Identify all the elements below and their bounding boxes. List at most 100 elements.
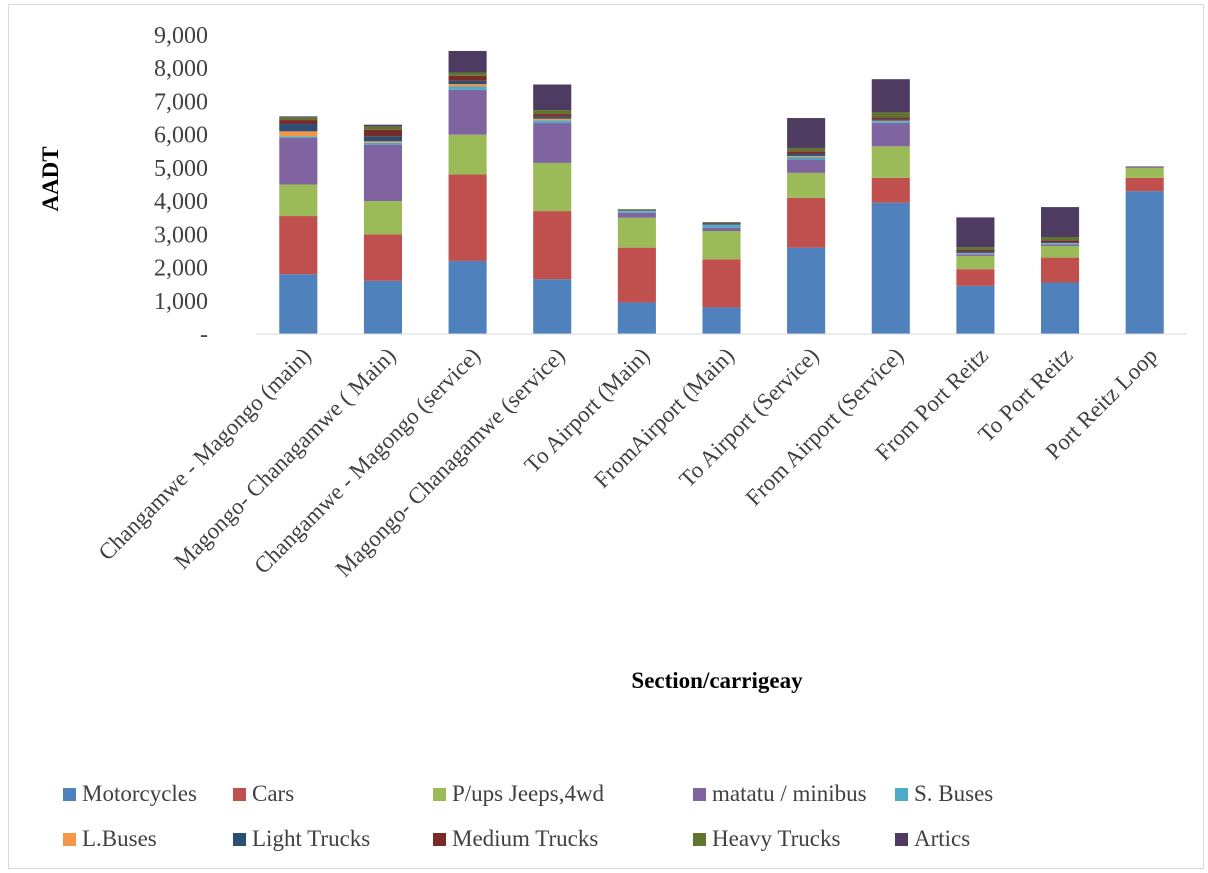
legend-label: S. Buses	[914, 781, 993, 806]
bar-segment	[1041, 207, 1080, 237]
bar-segment	[363, 126, 402, 130]
bar-segment	[787, 172, 826, 198]
bar-segment	[448, 84, 487, 87]
bar-segment	[702, 225, 741, 228]
legend-label: L.Buses	[82, 826, 157, 851]
bar-segment	[702, 307, 741, 334]
bar-segment	[702, 227, 741, 232]
legend: Motorcycles Cars P/ups Jeeps,4wd matatu / m…	[63, 781, 993, 851]
bar-segment	[448, 134, 487, 175]
bar-segment	[871, 119, 910, 121]
bar-segment	[1041, 241, 1080, 243]
bar-segment	[617, 210, 656, 211]
legend-swatch	[693, 833, 706, 846]
bar-segment	[279, 136, 318, 138]
bar-segment	[279, 116, 318, 118]
y-tick-label: 8,000	[154, 56, 208, 82]
y-axis-ticks: - 1,000 2,000 3,000 4,000 5,000 6,000 7,000 8,00…	[154, 23, 208, 348]
legend-label: Artics	[914, 826, 970, 851]
legend-label: Heavy Trucks	[712, 826, 840, 851]
bar-segment	[448, 72, 487, 76]
bar-segment	[787, 159, 826, 173]
legend-swatch	[63, 833, 76, 846]
bar-segment	[448, 50, 487, 73]
bar-segment	[617, 302, 656, 334]
bar-segment	[279, 120, 318, 125]
bar-segment	[871, 146, 910, 178]
bar-segment	[279, 124, 318, 132]
bar-segment	[279, 131, 318, 137]
bar-segment	[702, 223, 741, 225]
bar-segment	[363, 201, 402, 235]
bar-segment	[363, 129, 402, 137]
bar-stacks	[279, 50, 1164, 334]
y-tick-label: 7,000	[154, 89, 208, 115]
bar-segment	[871, 120, 910, 122]
y-tick-label: 2,000	[154, 256, 208, 282]
bar-segment	[871, 112, 910, 118]
chart-frame: - 1,000 2,000 3,000 4,000 5,000 6,000 7,000 8,00…	[8, 4, 1204, 869]
bar-segment	[1041, 245, 1080, 258]
bar-segment	[1041, 244, 1080, 246]
y-axis-title: AADT	[38, 146, 63, 211]
bar-segment	[279, 274, 318, 334]
legend-swatch	[233, 788, 246, 801]
x-category-label: To Airport (Service)	[674, 343, 823, 492]
bar-segment	[533, 118, 572, 121]
bar-segment	[956, 269, 995, 286]
bar-segment	[617, 209, 656, 210]
bar-segment	[279, 137, 318, 185]
bar-segment	[787, 151, 826, 154]
bar-segment	[787, 155, 826, 157]
y-tick-label: 9,000	[154, 23, 208, 49]
bar-segment	[533, 114, 572, 117]
bar-segment	[533, 162, 572, 212]
bar-segment	[363, 144, 402, 202]
bar-segment	[787, 118, 826, 148]
bar-segment	[702, 231, 741, 260]
bar-segment	[1041, 243, 1080, 245]
bar-segment	[448, 80, 487, 85]
bar-segment	[1125, 166, 1164, 168]
bar-segment	[956, 253, 995, 255]
bar-segment	[1041, 282, 1080, 334]
bar-segment	[279, 117, 318, 121]
bar-segment	[448, 89, 487, 135]
bar-segment	[956, 285, 995, 334]
bar-segment	[533, 84, 572, 111]
bar-segment	[363, 136, 402, 142]
legend-swatch	[233, 833, 246, 846]
bar-segment	[956, 255, 995, 270]
bar-segment	[448, 75, 487, 81]
bar-segment	[617, 212, 656, 218]
bar-segment	[363, 142, 402, 145]
bar-segment	[787, 156, 826, 160]
bar-segment	[617, 211, 656, 213]
legend-swatch	[693, 788, 706, 801]
x-category-label: FromAirport (Main)	[589, 343, 739, 493]
x-axis-category-labels: Changamwe - Magongo (main)Magongo- Chana…	[94, 343, 1163, 582]
bar-segment	[871, 177, 910, 203]
bar-segment	[787, 247, 826, 334]
bar-segment	[702, 222, 741, 223]
bar-segment	[702, 222, 741, 224]
bar-segment	[617, 217, 656, 248]
bar-segment	[448, 86, 487, 90]
bar-segment	[871, 121, 910, 124]
bar-segment	[363, 280, 402, 334]
bar-segment	[533, 279, 572, 334]
bar-segment	[279, 216, 318, 275]
legend-swatch	[895, 833, 908, 846]
bar-segment	[533, 120, 572, 124]
bar-segment	[787, 197, 826, 248]
bar-segment	[956, 254, 995, 256]
bar-segment	[1125, 191, 1164, 334]
bar-segment	[1041, 236, 1080, 241]
bar-segment	[1125, 177, 1164, 192]
bar-segment	[787, 153, 826, 156]
bar-segment	[533, 211, 572, 280]
bar-segment	[956, 217, 995, 248]
legend-label: P/ups Jeeps,4wd	[452, 781, 605, 806]
legend-label: Motorcycles	[82, 781, 197, 806]
bar-segment	[956, 247, 995, 250]
